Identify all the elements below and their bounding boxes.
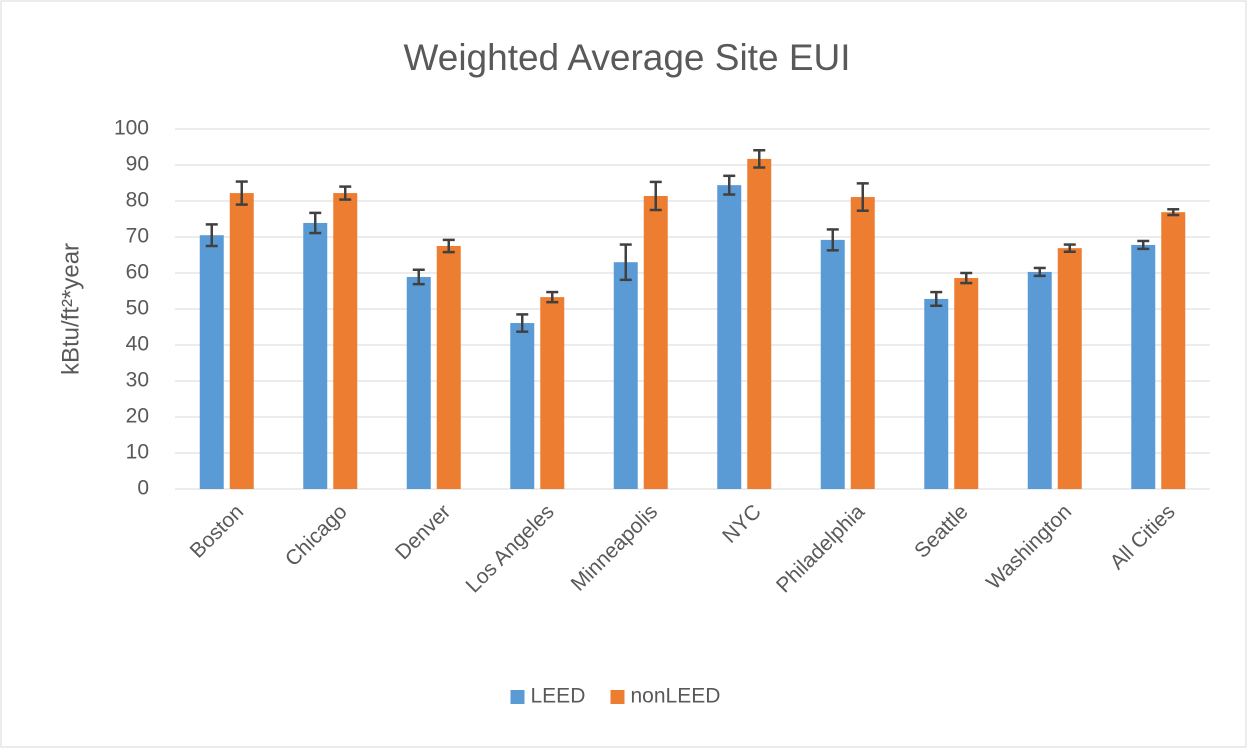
legend-swatch [510,690,525,704]
y-tick-label: 20 [126,405,149,428]
bar [1027,271,1052,489]
bar [406,276,431,489]
bar [1161,212,1186,489]
bar [229,193,254,489]
y-axis-label: kBtu/ft²*year [57,243,84,375]
y-tick-label: 80 [126,189,149,212]
y-tick-label: 90 [126,153,149,176]
bar [199,235,224,489]
legend-swatch [610,690,625,704]
y-tick-label: 60 [126,261,149,284]
bar [643,195,668,489]
bar [436,246,461,489]
y-tick-label: 70 [126,225,149,248]
bar [954,278,979,489]
bar [1131,244,1156,489]
bar [747,158,772,489]
y-tick-label: 30 [126,369,149,392]
bar [540,297,565,489]
y-tick-label: 10 [126,441,149,464]
y-tick-label: 40 [126,333,149,356]
bar [333,193,358,489]
bar [510,323,535,489]
bar [924,298,949,489]
legend-label: nonLEED [631,685,721,708]
y-tick-label: 100 [114,117,149,140]
bar [303,222,328,489]
y-tick-label: 50 [126,297,149,320]
bar [820,239,845,489]
bar [1057,248,1082,489]
bar [613,262,638,489]
bar [850,197,875,490]
bar [717,185,742,489]
legend-label: LEED [531,685,586,708]
y-tick-label: 0 [137,477,149,500]
chart-title: Weighted Average Site EUI [403,37,850,78]
